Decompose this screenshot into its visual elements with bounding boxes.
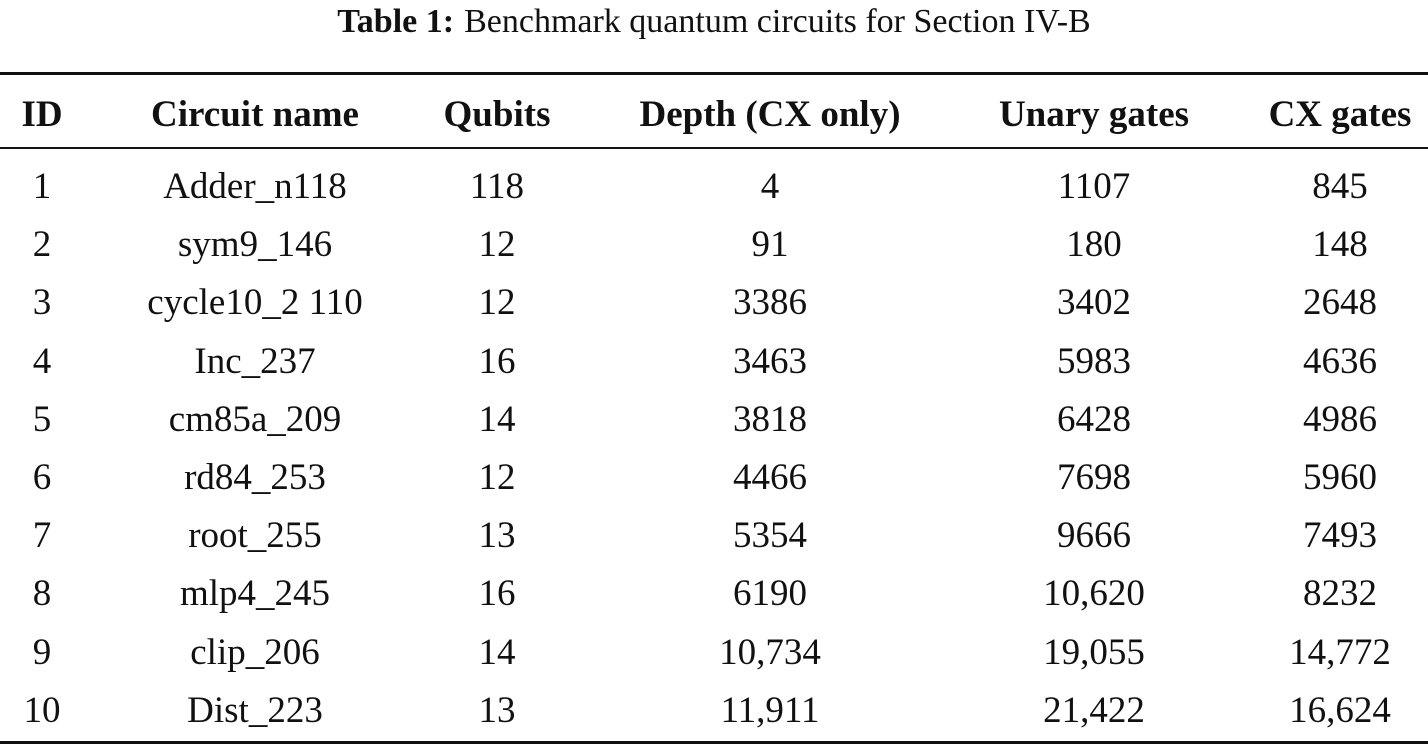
table-cell: 3 xyxy=(32,282,52,324)
table-cell: 91 xyxy=(751,224,789,266)
table-cell: 8 xyxy=(32,573,52,615)
table-cell: Adder_n118 xyxy=(163,166,347,207)
column-header: ID xyxy=(21,94,63,135)
table-cell: sym9_146 xyxy=(177,224,333,266)
table-cell: 14,772 xyxy=(1289,631,1391,673)
table-cell: 10,620 xyxy=(1043,573,1145,615)
table-cell: 4 xyxy=(32,340,52,382)
table-cell: 7493 xyxy=(1303,515,1377,557)
table-cell: 9 xyxy=(32,631,52,673)
table-cell: Inc_237 xyxy=(194,340,316,382)
table-cell: 8232 xyxy=(1303,573,1377,615)
table-cell: 13 xyxy=(478,515,516,557)
table-cell: 21,422 xyxy=(1043,689,1145,731)
table-cell: 16,624 xyxy=(1289,689,1391,731)
table-cell: 4986 xyxy=(1303,398,1377,440)
table-cell: 5 xyxy=(32,398,52,440)
table-cell: 4 xyxy=(760,166,780,207)
table-cell: 16 xyxy=(478,340,516,382)
table-cell: cycle10_2 110 xyxy=(147,282,363,324)
table-cell: 148 xyxy=(1312,224,1368,266)
caption-text: Benchmark quantum circuits for Section I… xyxy=(464,3,1091,40)
table-cell: 1107 xyxy=(1057,166,1131,207)
table-cell: 4466 xyxy=(733,457,807,498)
column-header: CX gates xyxy=(1268,94,1412,135)
table-cell: 4636 xyxy=(1303,340,1377,382)
table-cell: 2648 xyxy=(1303,282,1377,324)
table-cell: 5983 xyxy=(1057,340,1131,382)
table-cell: cm85a_209 xyxy=(168,398,342,440)
table-cell: 5354 xyxy=(733,515,807,557)
table-cell: clip_206 xyxy=(190,631,320,673)
table-cell: 6428 xyxy=(1057,398,1131,440)
column-header: Qubits xyxy=(443,94,551,135)
table-cell: 6 xyxy=(32,457,52,498)
table-cell: 2 xyxy=(32,224,52,266)
table-cell: 118 xyxy=(469,166,525,207)
table-cell: 13 xyxy=(478,689,516,731)
table-cell: 12 xyxy=(478,224,516,266)
caption: Table 1: Benchmark quantum circuits for S… xyxy=(0,0,1428,44)
table-cell: 14 xyxy=(478,398,516,440)
table-cell: 5960 xyxy=(1303,457,1377,498)
table-cell: 3463 xyxy=(733,340,807,382)
table-cell: 12 xyxy=(478,282,516,324)
table-cell: 6190 xyxy=(733,573,807,615)
header-rule xyxy=(0,147,1428,149)
bottom-rule xyxy=(0,741,1428,744)
table-cell: mlp4_245 xyxy=(179,573,331,615)
table-cell: 180 xyxy=(1066,224,1122,266)
table-cell: 845 xyxy=(1312,166,1368,207)
column-header: Depth (CX only) xyxy=(639,94,901,135)
table-cell: 7 xyxy=(32,515,52,557)
table-cell: 16 xyxy=(478,573,516,615)
caption-label: Table 1: xyxy=(337,3,455,40)
table-cell: 12 xyxy=(478,457,516,498)
table-cell: 11,911 xyxy=(720,689,820,731)
table-cell: Dist_223 xyxy=(187,689,323,731)
column-header: Unary gates xyxy=(998,94,1190,135)
table-cell: 3386 xyxy=(733,282,807,324)
table-cell: 10,734 xyxy=(719,631,821,673)
table-cell: 9666 xyxy=(1057,515,1131,557)
table-cell: 3818 xyxy=(733,398,807,440)
table-cell: 3402 xyxy=(1057,282,1131,324)
table-cell: 7698 xyxy=(1057,457,1131,498)
table-cell: root_255 xyxy=(188,515,322,557)
table-cell: 19,055 xyxy=(1043,631,1145,673)
column-header: Circuit name xyxy=(151,94,359,135)
table-cell: 14 xyxy=(478,631,516,673)
table-cell: rd84_253 xyxy=(184,457,326,498)
table-cell: 1 xyxy=(32,166,52,207)
top-rule xyxy=(0,72,1428,75)
table-cell: 10 xyxy=(23,689,61,731)
